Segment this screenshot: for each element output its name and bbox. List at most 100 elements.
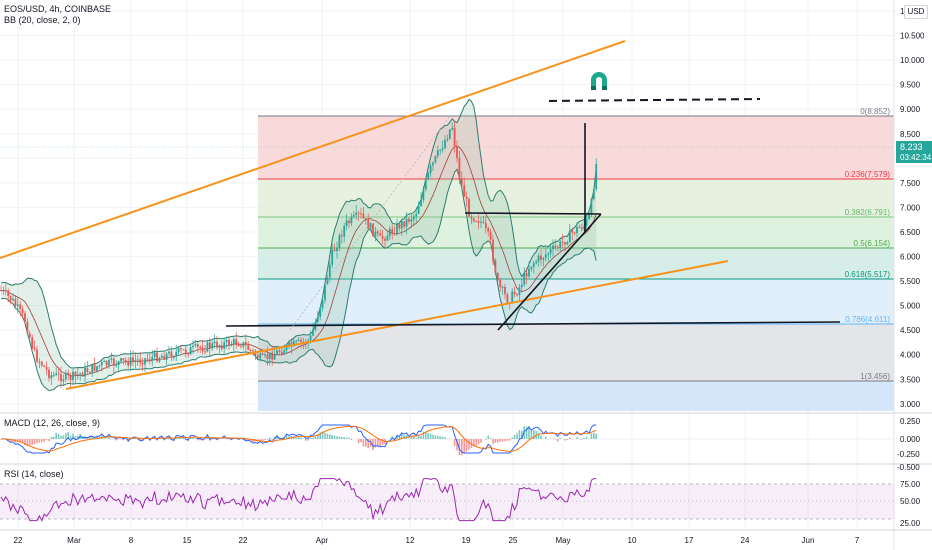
candle-body <box>240 345 242 347</box>
macd-bar <box>585 436 588 439</box>
macd-bar <box>521 430 523 439</box>
candle-body <box>249 349 252 351</box>
bb-lower-band <box>0 168 597 392</box>
macd-bar <box>48 439 50 442</box>
tradingview-magnet-logo-icon <box>591 72 607 90</box>
macd-bar <box>53 436 55 439</box>
macd-bar <box>338 436 341 439</box>
price-tick-14: 4.000 <box>900 351 921 360</box>
macd-bar <box>67 432 69 439</box>
candle-body <box>88 372 91 374</box>
candle-body <box>405 218 408 227</box>
macd-bar <box>530 430 533 439</box>
time-tick-11: 17 <box>685 536 694 545</box>
macd-bar <box>504 439 506 442</box>
macd-bar <box>379 439 381 447</box>
macd-bar <box>33 439 36 445</box>
candle-body <box>72 371 74 381</box>
time-tick-1: Mar <box>67 536 81 545</box>
macd-bar <box>19 439 21 443</box>
fib-label-05: 0.5(6.154) <box>854 239 891 248</box>
triangle-top-line[interactable] <box>464 212 602 215</box>
candle-body <box>451 127 454 130</box>
candle-body <box>52 375 55 377</box>
macd-bar <box>350 439 353 440</box>
time-tick-8: 25 <box>509 536 518 545</box>
macd-bar <box>105 438 108 439</box>
candle-body <box>247 345 250 350</box>
candle-body <box>91 364 94 373</box>
macd-bar <box>408 438 410 439</box>
candle-body <box>7 290 10 296</box>
candle-body <box>57 373 60 375</box>
candle-body <box>398 224 401 229</box>
candle-body <box>463 185 466 197</box>
candle-body <box>283 350 286 355</box>
bb-legend[interactable]: BB (20, close, 2, 0) <box>4 15 81 25</box>
price-tick-3: 9.500 <box>900 81 921 90</box>
candle-body <box>566 242 569 245</box>
macd-bar <box>489 437 492 439</box>
rsi-legend[interactable]: RSI (14, close) <box>4 469 64 479</box>
candle-body <box>388 228 391 237</box>
main-legend[interactable]: EOS/USD, 4h, COINBASE BB (20, close, 2, … <box>4 4 111 26</box>
macd-bar <box>204 439 206 440</box>
horizontal-resistance-line[interactable] <box>225 321 841 327</box>
macd-pane[interactable]: 0.250 0.000 -0.250 -0.500 <box>0 417 921 472</box>
candle-body <box>225 339 228 343</box>
candle-body <box>458 157 461 179</box>
macd-bar <box>261 439 264 442</box>
macd-bar <box>326 433 329 439</box>
upper-channel-trendline[interactable] <box>0 40 626 259</box>
price-axis[interactable]: 11.00010.50010.0009.5009.0008.5008.0007.… <box>893 0 932 550</box>
candle-body <box>9 295 12 301</box>
bb-band-fill <box>1 99 597 391</box>
time-axis[interactable]: 22 Mar 8 15 22 Apr 12 19 25 May 10 17 24 Jun 7 <box>14 536 860 545</box>
macd-bar <box>453 439 456 447</box>
triangle-bottom-line[interactable] <box>497 213 602 331</box>
macd-bar <box>590 433 593 439</box>
fib-retracement[interactable]: 0(8.852) 0.236(7.579) 0.382(6.791) 0.5(6… <box>258 107 894 411</box>
macd-bar <box>545 436 547 439</box>
candle-body <box>81 373 84 377</box>
macd-bar <box>36 439 38 444</box>
macd-bar <box>295 437 297 439</box>
rsi-pane[interactable]: 75.00 50.00 25.00 <box>0 477 921 528</box>
candle-body <box>331 249 334 265</box>
macd-bar <box>288 436 290 439</box>
macd-bar <box>65 433 67 439</box>
price-tick-10: 6.000 <box>900 253 921 262</box>
macd-bar <box>269 437 271 439</box>
macd-bar <box>74 435 77 439</box>
macd-tick-2: -0.250 <box>897 450 920 459</box>
dashed-target-line[interactable] <box>548 98 761 102</box>
macd-bar <box>245 439 247 442</box>
candle-body <box>460 178 463 186</box>
candle-body <box>235 339 238 345</box>
macd-bar <box>189 436 192 439</box>
candle-body <box>595 163 598 190</box>
macd-bar <box>271 439 273 440</box>
candle-body <box>127 361 130 366</box>
macd-bar <box>473 439 475 447</box>
macd-bar <box>122 439 125 441</box>
price-countdown: 03:42:34 <box>900 153 932 162</box>
candle-body <box>158 357 161 362</box>
candle-body <box>420 199 422 207</box>
candle-body <box>585 219 588 226</box>
currency-button[interactable]: USD <box>904 5 928 19</box>
candle-body <box>441 148 444 150</box>
macd-bar <box>199 439 201 441</box>
drawings[interactable] <box>0 40 841 390</box>
time-tick-13: Jun <box>802 536 815 545</box>
fib-label-0236: 0.236(7.579) <box>845 170 891 179</box>
candle-body <box>580 227 583 230</box>
macd-bar <box>401 433 403 439</box>
macd-legend[interactable]: MACD (12, 26, close, 9) <box>4 418 101 428</box>
candle-body <box>412 216 415 220</box>
candle-body <box>148 359 151 361</box>
price-tick-16: 3.000 <box>900 400 921 409</box>
fib-zone-1-ext <box>258 381 894 411</box>
symbol-legend[interactable]: EOS/USD, 4h, COINBASE <box>4 4 112 14</box>
